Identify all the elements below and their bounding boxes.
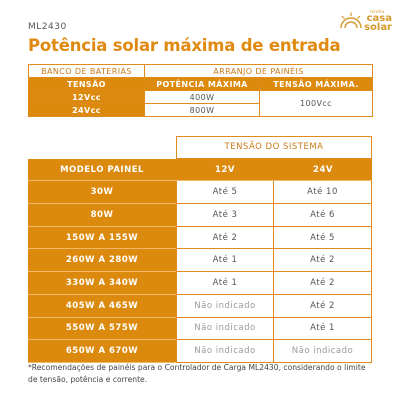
v24-cell: Até 10 <box>274 181 373 205</box>
model-cell: 330W A 340W <box>28 272 176 295</box>
v24-cell: Até 1 <box>274 317 373 341</box>
table-row: 150W A 155W Até 2 Até 5 <box>28 226 373 250</box>
logo-brand-text: casa solar <box>364 13 392 33</box>
v12-cell: Até 2 <box>176 226 274 250</box>
model-cell: 650W A 670W <box>28 340 176 363</box>
voltage-24-cell: 24Vcc <box>28 103 145 117</box>
max-tension-header: TENSÃO MÁXIMA. <box>258 77 374 91</box>
model-cell: 80W <box>28 204 176 227</box>
voltage-12-cell: 12Vcc <box>28 90 145 104</box>
sun-logo-icon <box>340 12 362 29</box>
table-row: 405W A 465W Não indicado Até 2 <box>28 294 373 318</box>
model-cell: 30W <box>28 181 176 205</box>
brand-logo: minha casa solar <box>338 8 394 38</box>
footnote: *Recomendações de painéis para o Control… <box>28 363 366 384</box>
model-cell: 550W A 575W <box>28 317 176 341</box>
system-tension-header: TENSÃO DO SISTEMA <box>176 136 373 159</box>
v24-cell: Até 5 <box>274 226 373 250</box>
model-cell: 260W A 280W <box>28 249 176 273</box>
tension-header: TENSÃO <box>28 77 145 91</box>
v12-cell: Não indicado <box>176 317 274 341</box>
v12-cell: Até 3 <box>176 204 274 227</box>
table-corner <box>28 136 176 159</box>
max-tension-value: 100Vcc <box>258 90 374 117</box>
v24-cell: Até 2 <box>274 249 373 273</box>
power-800-cell: 800W <box>144 103 260 117</box>
model-cell: 405W A 465W <box>28 294 176 318</box>
panel-array-header: ARRANJO DE PAINÉIS <box>143 64 374 78</box>
v24-cell: Até 2 <box>274 294 373 318</box>
table-row: 30W Até 5 Até 10 <box>28 181 373 205</box>
table-row: 80W Até 3 Até 6 <box>28 204 373 227</box>
max-power-header: POTÊNCIA MÁXIMA <box>144 77 260 91</box>
v12-cell: Não indicado <box>176 340 274 363</box>
v12-cell: Até 1 <box>176 249 274 273</box>
table-row: 550W A 575W Não indicado Até 1 <box>28 317 373 341</box>
v24-cell: Até 2 <box>274 272 373 295</box>
model-cell: 150W A 155W <box>28 226 176 250</box>
col-24v-header: 24V <box>274 158 373 182</box>
battery-array-table: BANCO DE BATERIAS ARRANJO DE PAINÉIS TEN… <box>28 64 374 117</box>
page-title: Potência solar máxima de entrada <box>28 36 341 55</box>
v12-cell: Não indicado <box>176 294 274 318</box>
power-400-cell: 400W <box>144 90 260 104</box>
logo-small-text: minha <box>370 10 385 15</box>
battery-bank-header: BANCO DE BATERIAS <box>28 64 145 78</box>
table-row: 260W A 280W Até 1 Até 2 <box>28 249 373 273</box>
v24-cell: Não indicado <box>274 340 373 363</box>
v12-cell: Até 5 <box>176 181 274 205</box>
panel-model-table: TENSÃO DO SISTEMA MODELO PAINEL 12V 24V … <box>28 136 373 363</box>
model-panel-header: MODELO PAINEL <box>28 158 176 182</box>
v12-cell: Até 1 <box>176 272 274 295</box>
table-row: 650W A 670W Não indicado Não indicado <box>28 340 373 363</box>
model-code: ML2430 <box>28 22 67 32</box>
table-row: 330W A 340W Até 1 Até 2 <box>28 272 373 295</box>
col-12v-header: 12V <box>176 158 274 182</box>
v24-cell: Até 6 <box>274 204 373 227</box>
